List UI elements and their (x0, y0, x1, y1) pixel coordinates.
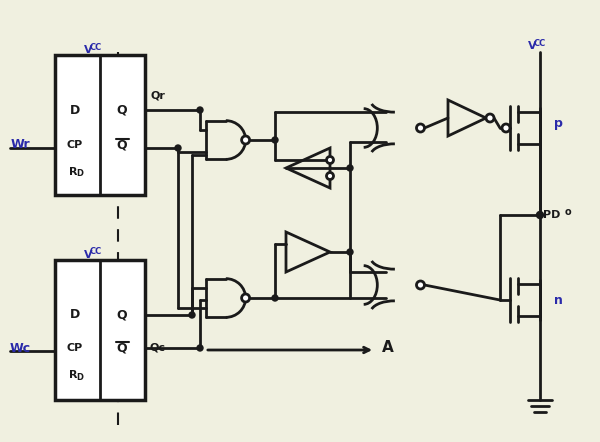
Text: Q: Q (116, 103, 127, 117)
Text: R: R (69, 167, 77, 177)
Text: V: V (83, 250, 92, 260)
Text: Qc: Qc (150, 343, 166, 353)
Text: CP: CP (67, 343, 83, 353)
Circle shape (347, 249, 353, 255)
Text: CP: CP (67, 140, 83, 150)
Circle shape (197, 107, 203, 113)
Text: A: A (382, 339, 394, 354)
Circle shape (536, 212, 544, 218)
Circle shape (242, 294, 250, 302)
Text: Wr: Wr (10, 138, 30, 152)
Circle shape (197, 345, 203, 351)
Text: D: D (77, 169, 83, 179)
Circle shape (326, 156, 334, 164)
Text: Q: Q (116, 138, 127, 152)
Circle shape (416, 281, 424, 289)
Text: Q: Q (116, 309, 127, 321)
Circle shape (416, 124, 424, 132)
Text: p: p (554, 118, 562, 130)
Circle shape (272, 295, 278, 301)
Text: n: n (554, 293, 562, 306)
Circle shape (326, 172, 334, 179)
Text: D: D (70, 309, 80, 321)
Circle shape (189, 312, 195, 318)
Text: D: D (77, 373, 83, 381)
Text: PD: PD (544, 210, 560, 220)
Text: V: V (83, 45, 92, 55)
Bar (55, 55, 145, 195)
Circle shape (347, 165, 353, 171)
Text: Wc: Wc (10, 342, 31, 354)
Text: CC: CC (90, 42, 102, 52)
Text: D: D (70, 103, 80, 117)
Text: o: o (565, 207, 571, 217)
Text: CC: CC (534, 38, 546, 47)
Text: Q: Q (116, 342, 127, 354)
Circle shape (502, 124, 510, 132)
Text: V: V (527, 41, 536, 51)
Text: Qr: Qr (151, 90, 166, 100)
Circle shape (272, 137, 278, 143)
Circle shape (486, 114, 494, 122)
Circle shape (175, 145, 181, 151)
Circle shape (242, 136, 250, 144)
Bar (55, 260, 145, 400)
Text: R: R (69, 370, 77, 380)
Text: CC: CC (90, 248, 102, 256)
